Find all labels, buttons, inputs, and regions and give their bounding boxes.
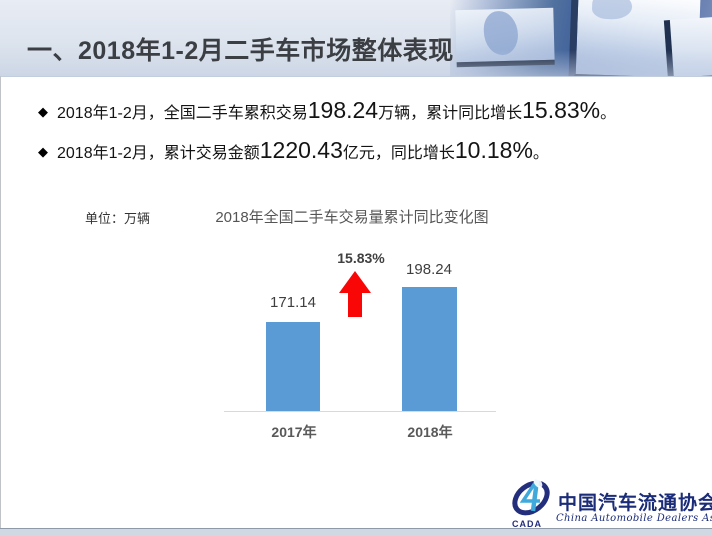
growth-percent-label: 15.83% xyxy=(337,250,385,266)
photo-floor-highlight xyxy=(450,50,712,76)
diamond-bullet-icon: ◆ xyxy=(38,104,48,119)
slide-left-edge xyxy=(0,76,1,528)
slide-bottom-edge xyxy=(0,528,712,536)
bullet-text: 。 xyxy=(600,105,617,122)
slide-header: 一、2018年1-2月二手车市场整体表现 xyxy=(0,0,712,77)
bar-2017 xyxy=(266,322,320,411)
bar-value-label-2018: 198.24 xyxy=(406,261,452,278)
bullet-volume: ◆ 2018年1-2月，全国二手车累积交易198.24万辆，累计同比增长15.83… xyxy=(38,97,616,124)
logo-chinese-name: 中国汽车流通协会 xyxy=(558,492,712,514)
bullet-amount: ◆ 2018年1-2月，累计交易金额1220.43亿元，同比增长10.18%。 xyxy=(38,137,549,164)
logo-english-name: China Automobile Dealers Association xyxy=(556,513,712,524)
bullet-text: 万辆，累计同比增长 xyxy=(378,105,523,122)
blue-cubes-photo xyxy=(450,0,712,76)
bullet-text: 2018年1-2月，全国二手车累积交易 xyxy=(57,105,308,122)
x-axis-line xyxy=(224,411,496,412)
highlight-number: 1220.43 xyxy=(259,137,343,163)
bullet-text: 亿元，同比增长 xyxy=(342,145,455,162)
category-label-2018: 2018年 xyxy=(407,424,453,440)
bar-value-label-2017: 171.14 xyxy=(270,294,316,311)
highlight-number: 198.24 xyxy=(307,97,379,123)
chart-unit-label: 单位：万辆 xyxy=(85,211,151,226)
highlight-number: 10.18% xyxy=(454,137,533,163)
diamond-bullet-icon: ◆ xyxy=(38,144,48,159)
bar-2018 xyxy=(402,287,457,411)
cada-emblem-icon: CADA xyxy=(512,478,550,529)
bullet-text: 。 xyxy=(532,145,549,162)
bullet-text: 2018年1-2月，累计交易金额 xyxy=(57,145,260,162)
chart-title: 2018年全国二手车交易量累计同比变化图 xyxy=(215,209,489,226)
highlight-number: 15.83% xyxy=(522,97,601,123)
page-title: 一、2018年1-2月二手车市场整体表现 xyxy=(27,37,454,65)
cada-acronym: CADA xyxy=(512,519,542,529)
growth-up-arrow-icon xyxy=(339,271,371,317)
category-label-2017: 2017年 xyxy=(271,424,317,440)
